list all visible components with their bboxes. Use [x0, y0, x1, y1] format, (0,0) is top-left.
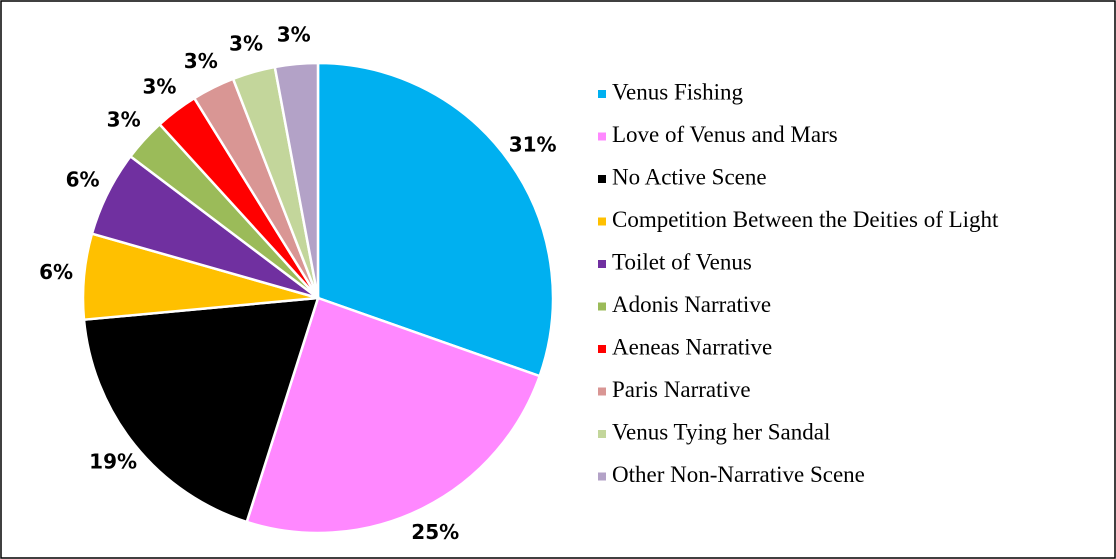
pie-slice	[82, 296, 320, 524]
value-label: 3%	[229, 32, 263, 56]
legend-label: Venus Tying her Sandal	[612, 419, 830, 444]
value-label: 6%	[66, 167, 100, 191]
value-label: 3%	[184, 49, 218, 73]
legend-label: Aeneas Narrative	[612, 334, 772, 359]
value-label: 6%	[39, 260, 73, 284]
value-label: 3%	[143, 75, 177, 99]
value-label: 25%	[411, 520, 459, 544]
value-label: 3%	[277, 23, 311, 47]
legend-swatch	[598, 90, 606, 98]
legend-label: Adonis Narrative	[612, 292, 771, 317]
legend-swatch	[598, 430, 606, 438]
legend-swatch	[598, 132, 606, 141]
legend-label: Competition Between the Deities of Light	[612, 207, 999, 232]
legend-label: Paris Narrative	[612, 377, 751, 402]
legend-label: Other Non-Narrative Scene	[612, 462, 865, 487]
legend-swatch	[598, 175, 606, 183]
legend-swatch	[598, 260, 606, 268]
legend-label: Toilet of Venus	[612, 249, 752, 274]
pie-slice	[245, 296, 542, 535]
legend-swatch	[598, 472, 606, 481]
value-label: 19%	[89, 449, 137, 473]
value-label: 3%	[107, 107, 141, 131]
pie-slice	[316, 61, 555, 378]
value-label: 31%	[509, 133, 557, 157]
legend-swatch	[598, 345, 606, 353]
legend-swatch	[598, 217, 606, 226]
legend-label: Venus Fishing	[612, 79, 743, 104]
legend-swatch	[598, 302, 606, 311]
legend-label: No Active Scene	[612, 164, 767, 189]
legend-label: Love of Venus and Mars	[612, 122, 838, 147]
legend-swatch	[598, 387, 606, 396]
pie-slice	[273, 61, 320, 299]
